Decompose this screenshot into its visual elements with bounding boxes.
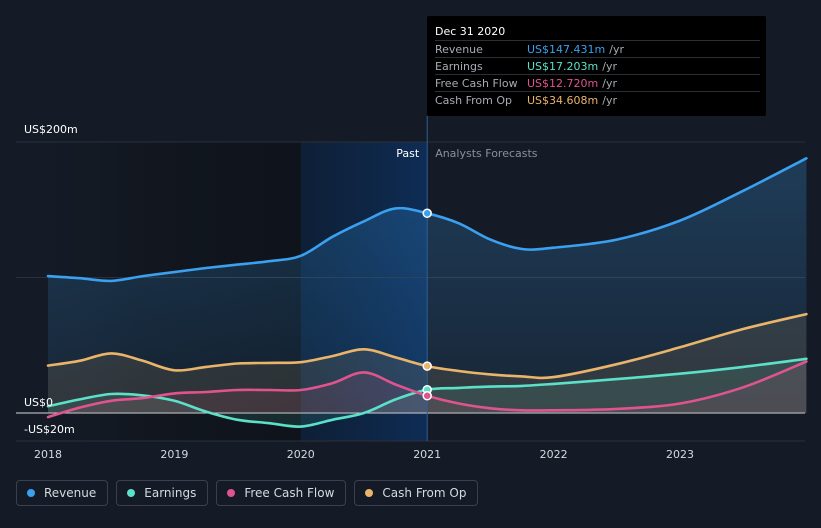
- y-tick-label: US$0: [24, 396, 53, 409]
- tooltip-row-earnings: Earnings US$17.203m/yr: [435, 57, 760, 75]
- tooltip-date: Dec 31 2020: [435, 25, 506, 38]
- tooltip-row-cash-from-op: Cash From Op US$34.608m/yr: [435, 91, 760, 109]
- tooltip-value: US$34.608m/yr: [527, 94, 617, 107]
- series-area-free-cash-flow: [48, 361, 807, 418]
- tooltip-label: Cash From Op: [435, 94, 513, 107]
- x-tick-label: 2022: [540, 448, 568, 461]
- x-tick-label: 2021: [413, 448, 441, 461]
- marker-cash-from-op: [422, 361, 432, 371]
- marker-revenue: [422, 208, 432, 219]
- legend-dot-icon: [27, 489, 35, 497]
- tooltip-row-free-cash-flow: Free Cash Flow US$12.720m/yr: [435, 74, 760, 92]
- y-tick-label: US$200m: [24, 123, 78, 136]
- legend-label: Earnings: [144, 486, 197, 500]
- legend-item-revenue[interactable]: Revenue: [16, 480, 109, 506]
- tooltip-label: Earnings: [435, 60, 483, 73]
- tooltip-value: US$147.431m/yr: [527, 43, 624, 56]
- series-line-revenue: [46, 157, 808, 283]
- tooltip-label: Revenue: [435, 43, 483, 56]
- tooltip-label: Free Cash Flow: [435, 77, 518, 90]
- legend-label: Cash From Op: [382, 486, 467, 500]
- legend-dot-icon: [227, 489, 236, 497]
- tooltip-row-revenue: Revenue US$147.431m/yr: [435, 40, 760, 58]
- x-tick-label: 2019: [160, 448, 188, 461]
- y-tick-label: -US$20m: [24, 423, 75, 436]
- series-line-cash-from-op: [46, 312, 808, 380]
- marker-free-cash-flow: [422, 391, 432, 401]
- past-label: Past: [396, 147, 420, 160]
- chart-legend: Revenue Earnings Free Cash Flow Cash Fro…: [16, 480, 479, 508]
- legend-label: Revenue: [44, 486, 97, 500]
- legend-item-earnings[interactable]: Earnings: [116, 480, 209, 506]
- tooltip-value: US$17.203m/yr: [527, 60, 617, 73]
- tooltip-value: US$12.720m/yr: [527, 77, 617, 90]
- forecast-label: Analysts Forecasts: [435, 147, 538, 160]
- x-tick-label: 2018: [34, 448, 62, 461]
- legend-item-cash-from-op[interactable]: Cash From Op: [354, 480, 479, 506]
- legend-label: Free Cash Flow: [244, 486, 335, 500]
- legend-item-free-cash-flow[interactable]: Free Cash Flow: [216, 480, 347, 506]
- hover-tooltip: Dec 31 2020 Revenue US$147.431m/yr Earni…: [427, 16, 766, 116]
- x-tick-label: 2020: [287, 448, 315, 461]
- legend-dot-icon: [127, 489, 136, 497]
- series-line-free-cash-flow: [46, 360, 808, 419]
- series-area-cash-from-op: [48, 314, 807, 413]
- legend-dot-icon: [365, 489, 374, 497]
- x-tick-label: 2023: [666, 448, 694, 461]
